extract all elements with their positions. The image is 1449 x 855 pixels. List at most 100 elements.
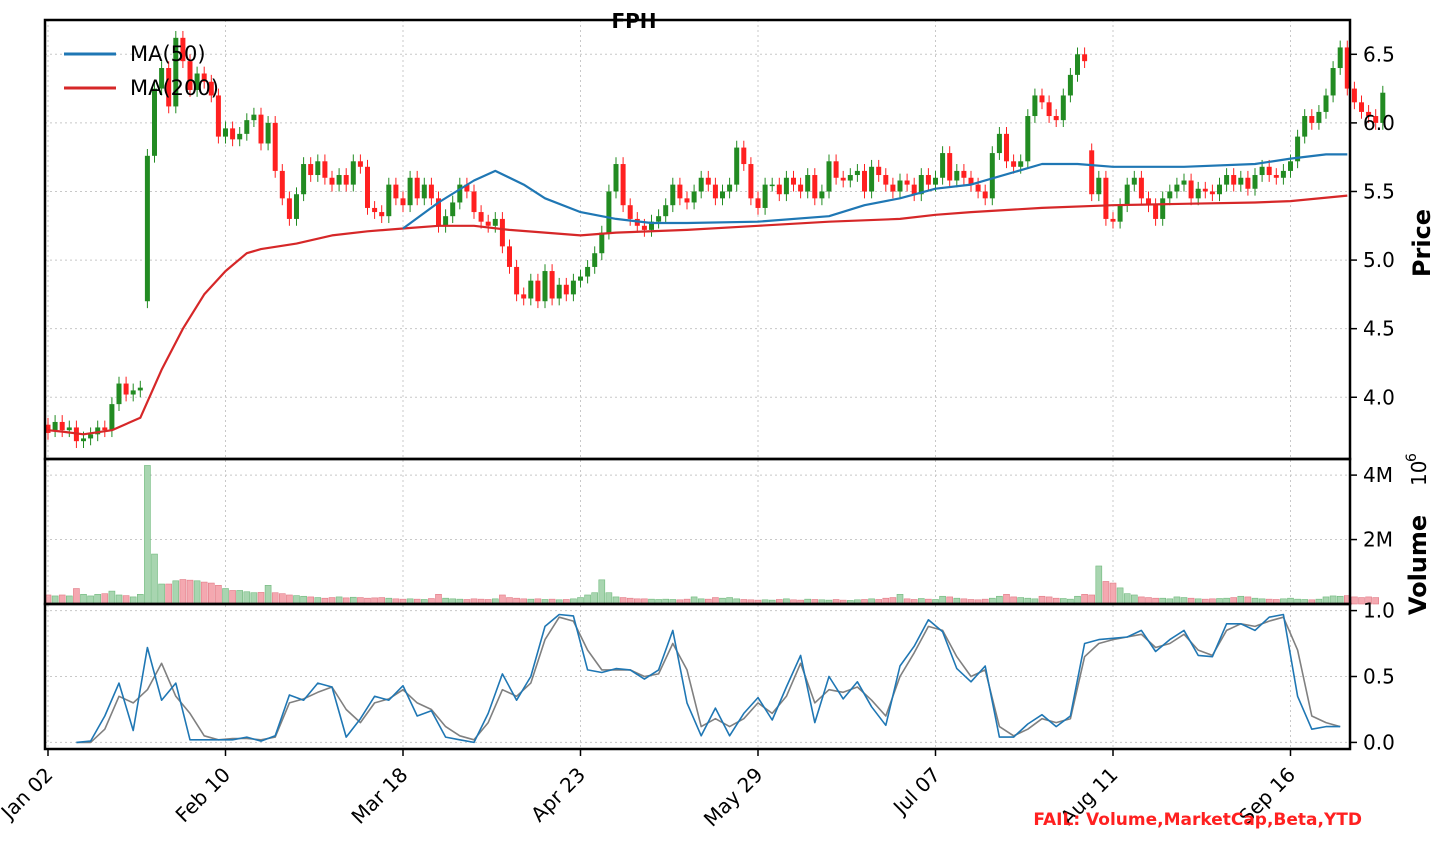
candle-body <box>833 161 839 178</box>
volume-bar <box>73 588 80 605</box>
candle-body <box>1167 191 1173 199</box>
candle-body <box>1259 166 1265 176</box>
volume-bar <box>1358 597 1365 605</box>
candle-body <box>1288 161 1293 171</box>
candle-body <box>599 232 605 254</box>
candle-body <box>1323 95 1329 112</box>
candle-body <box>443 216 449 226</box>
candle-body <box>514 266 520 295</box>
volume-bar <box>94 594 101 605</box>
candle-body <box>123 383 129 395</box>
candle-body <box>485 221 491 226</box>
candle-body <box>1124 184 1130 206</box>
y-tick-labels: 4.0 4.5 5.0 5.5 6.0 6.5 2M 4M 0.0 0.5 1.0 <box>1350 42 1395 754</box>
candle-body <box>166 68 172 107</box>
candle-body <box>925 175 931 185</box>
candle-body <box>173 37 179 107</box>
candle-body <box>1089 150 1095 195</box>
candle-body <box>528 280 534 299</box>
x-tick-label: Feb 10 <box>171 763 236 828</box>
candle-body <box>258 114 264 144</box>
candle-body <box>1181 180 1187 185</box>
candle-body <box>265 122 271 144</box>
oscillator-main-line <box>76 613 1341 744</box>
candle-body <box>1366 111 1372 117</box>
volume-panel <box>44 465 1379 605</box>
candle-body <box>1309 116 1315 123</box>
oscillator-y-tick-label: 0.5 <box>1363 665 1395 689</box>
candle-body <box>620 164 626 206</box>
candle-body <box>1302 116 1308 137</box>
candle-body <box>776 184 782 195</box>
candle-body <box>336 175 342 185</box>
volume-bar <box>1123 593 1131 605</box>
volume-bar <box>200 581 208 605</box>
candle-body <box>556 284 562 299</box>
candle-body <box>1359 102 1364 112</box>
candle-body <box>613 164 619 192</box>
candle-body <box>996 133 1002 154</box>
candle-body <box>869 166 875 192</box>
candle-body <box>691 191 697 203</box>
candle-body <box>1082 54 1088 62</box>
candle-body <box>1231 175 1237 185</box>
x-tick-label: Jul 07 <box>887 763 945 821</box>
candle-body <box>684 198 690 203</box>
candle-body <box>1195 188 1201 199</box>
candle-body <box>549 271 555 299</box>
candle-body <box>372 207 378 213</box>
volume-y-tick-label: 2M <box>1363 528 1393 552</box>
volume-offset-base: 10 <box>1407 461 1431 486</box>
candle-body <box>1011 161 1017 167</box>
volume-bar <box>137 594 144 605</box>
x-tick-label: Jan 02 <box>0 763 58 826</box>
candle-body <box>365 166 370 208</box>
candle-body <box>230 128 236 140</box>
ma200-line <box>47 194 1348 436</box>
candle-body <box>819 191 825 199</box>
candle-body <box>1103 177 1109 219</box>
candle-body <box>507 246 512 267</box>
candle-body <box>1096 177 1102 195</box>
candle-body <box>45 424 51 433</box>
candle-body <box>961 170 967 178</box>
candle-body <box>102 427 108 431</box>
x-tick-label: Mar 18 <box>346 763 412 829</box>
candle-body <box>734 147 740 185</box>
candle-body <box>1266 166 1272 176</box>
legend-label-ma50: MA(50) <box>130 42 206 66</box>
candle-body <box>918 175 924 195</box>
candle-body <box>478 212 484 222</box>
candle-body <box>301 164 307 195</box>
volume-bar <box>144 465 151 605</box>
volume-bar <box>1109 582 1117 605</box>
volume-offset-exponent: 6 <box>1404 453 1420 462</box>
candle-body <box>1075 54 1080 75</box>
candle-body <box>563 284 569 295</box>
candle-body <box>535 280 541 302</box>
grid-layer <box>45 20 1350 749</box>
candle-body <box>627 205 633 219</box>
candle-body <box>570 280 576 295</box>
candle-body <box>677 184 683 199</box>
volume-bar <box>435 594 442 605</box>
candle-body <box>400 198 406 206</box>
volume-bar <box>896 594 904 605</box>
candle-body <box>464 184 470 192</box>
candle-body <box>656 216 662 222</box>
candle-body <box>876 166 882 176</box>
candle-body <box>798 184 804 192</box>
candle-body <box>705 177 711 185</box>
candle-body <box>159 68 165 89</box>
candle-body <box>578 276 583 281</box>
candle-body <box>1337 47 1343 69</box>
candle-body <box>1217 184 1222 195</box>
volume-bar <box>1102 581 1110 605</box>
candle-body <box>180 37 186 62</box>
volume-bar <box>186 579 194 605</box>
price-y-tick-label: 5.5 <box>1363 179 1395 203</box>
volume-bar <box>179 579 187 605</box>
candle-body <box>457 184 463 203</box>
x-tick-label: May 29 <box>699 763 768 832</box>
candle-body <box>436 198 441 226</box>
